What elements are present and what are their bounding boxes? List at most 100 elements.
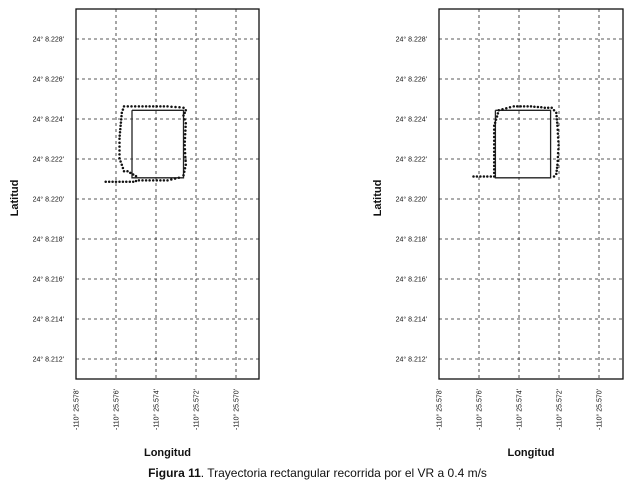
trajectory-point: [159, 105, 162, 108]
trajectory-point: [118, 149, 121, 152]
trajectory-point: [492, 164, 496, 168]
y-tick-label: 24° 8.224': [33, 116, 64, 124]
trajectory-point: [555, 121, 559, 124]
x-tick-label: -110° 25.576': [113, 389, 121, 430]
trajectory-point: [492, 157, 496, 161]
trajectory-point: [148, 179, 151, 182]
trajectory-point: [114, 180, 118, 183]
trajectory-point: [148, 105, 151, 108]
trajectory-point: [126, 170, 129, 173]
reference-path-line: [131, 109, 185, 179]
y-tick-label: 24° 8.212': [396, 356, 427, 364]
trajectory-point: [104, 180, 107, 183]
trajectory-point: [555, 111, 558, 115]
trajectory-point: [119, 124, 122, 128]
trajectory-point: [184, 129, 187, 132]
trajectory-point: [129, 171, 132, 175]
trajectory-point: [556, 132, 560, 135]
y-axis-label: Latitud: [9, 180, 21, 217]
trajectory-point: [475, 175, 479, 178]
trajectory-point: [556, 136, 560, 139]
x-tick-label: -110° 25.574': [516, 389, 524, 430]
trajectory-point: [121, 108, 125, 111]
trajectory-point: [184, 125, 187, 129]
trajectory-point: [111, 180, 114, 183]
y-tick-label: 24° 8.214': [396, 316, 427, 324]
trajectory-point: [119, 121, 123, 124]
y-tick-label: 24° 8.214': [33, 316, 64, 324]
trajectory-point: [155, 179, 159, 182]
trajectory-point: [183, 144, 186, 147]
y-tick-label: 24° 8.220': [33, 196, 64, 204]
trajectory-point: [126, 105, 130, 108]
trajectory-point: [183, 151, 187, 155]
trajectory-point: [546, 106, 550, 109]
trajectory-point: [137, 179, 141, 182]
trajectory-point: [137, 105, 141, 108]
trajectory-point: [529, 105, 533, 108]
trajectory-point: [556, 159, 559, 163]
trajectory-point: [550, 106, 553, 109]
trajectory-point: [183, 147, 187, 151]
chart-panel-1: 24° 8.228' 24° 8.226' 24° 8.224' 24° 8.222'…: [9, 8, 260, 459]
trajectory-point: [492, 168, 496, 171]
y-tick-label: 24° 8.228': [396, 36, 427, 44]
trajectory-point: [482, 175, 486, 178]
trajectory-point: [492, 175, 496, 178]
trajectory-point: [173, 177, 177, 180]
trajectory-point: [494, 118, 498, 121]
trajectory-point: [183, 140, 187, 143]
trajectory-point: [184, 109, 188, 112]
trajectory-point: [486, 175, 489, 178]
trajectory-point: [556, 128, 559, 131]
trajectory-point: [492, 135, 496, 139]
y-tick-label: 24° 8.218': [396, 236, 427, 244]
y-tick-label: 24° 8.216': [33, 276, 64, 284]
trajectory-point: [536, 105, 540, 109]
x-axis-label: Longitud: [507, 447, 554, 459]
trajectory-point: [515, 105, 519, 108]
trajectory-point: [151, 105, 155, 108]
trajectory-point: [492, 171, 496, 175]
y-tick-label: 24° 8.218': [33, 236, 64, 244]
trajectory-point: [174, 105, 177, 109]
plot-frame: [438, 8, 624, 380]
trajectory-point: [492, 150, 496, 154]
trajectory-point: [489, 175, 493, 178]
y-tick-label: 24° 8.216': [396, 276, 427, 284]
y-tick-label: 24° 8.212': [33, 356, 64, 364]
trajectory-point: [120, 111, 124, 115]
trajectory-point: [493, 121, 497, 124]
trajectory-point: [120, 114, 123, 118]
trajectory-point: [118, 153, 121, 156]
trajectory-point: [526, 105, 529, 108]
x-tick-label: -110° 25.578': [73, 389, 81, 430]
trajectory-point: [555, 118, 559, 121]
trajectory-point: [492, 161, 496, 164]
trajectory-point: [118, 134, 121, 137]
trajectory-point: [134, 174, 138, 178]
x-tick-label: -110° 25.572': [193, 389, 201, 430]
caption-label: Figura 11: [148, 466, 201, 480]
trajectory-point: [134, 179, 138, 183]
trajectory-point: [119, 127, 122, 131]
trajectory-point: [128, 180, 132, 183]
figure-caption: Figura 11. Trayectoria rectangular recor…: [0, 466, 635, 480]
trajectory-point: [183, 133, 187, 136]
chart-panel-2: 24° 8.228' 24° 8.226' 24° 8.224' 24° 8.222'…: [372, 8, 624, 459]
trajectory-point: [151, 179, 155, 182]
trajectory-point: [121, 166, 125, 170]
trajectory-point: [556, 124, 559, 128]
trajectory-point: [519, 105, 522, 108]
trajectory-point: [492, 154, 496, 157]
trajectory-point: [556, 151, 560, 155]
trajectory-point: [166, 179, 169, 182]
y-tick-label: 24° 8.222': [33, 156, 64, 164]
trajectory-point: [497, 109, 501, 112]
y-tick-label: 24° 8.224': [396, 116, 427, 124]
trajectory-point: [557, 140, 560, 143]
trajectory-point: [118, 141, 121, 144]
trajectory-point: [119, 160, 122, 163]
trajectory-point: [492, 124, 496, 128]
trajectory-point: [183, 111, 186, 115]
